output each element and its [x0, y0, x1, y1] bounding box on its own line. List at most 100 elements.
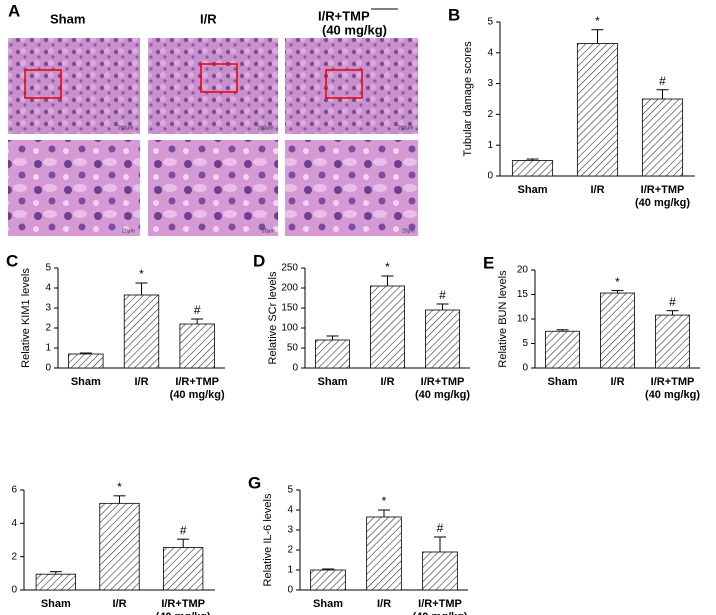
y-tick-label: 150	[281, 303, 298, 314]
error-bar	[326, 335, 339, 340]
y-tick-label: 2	[487, 109, 493, 120]
bar-chart: FRelative TNF-α levels0246Sham*I/R#I/R+T…	[11, 480, 215, 615]
bar	[123, 294, 160, 369]
significance-marker: *	[615, 275, 620, 289]
y-tick-label: 0	[11, 585, 17, 596]
y-tick-label: 2	[11, 551, 17, 562]
bar	[163, 547, 204, 591]
column-header: I/R+TMP	[318, 8, 370, 23]
y-tick-label: 3	[487, 78, 493, 89]
significance-marker: #	[437, 521, 444, 535]
x-tick-label: Sham	[518, 184, 548, 196]
scale-label: 20μm	[262, 228, 275, 234]
error-bar	[556, 329, 569, 332]
scale-label: 20μm	[402, 228, 415, 234]
x-tick-label: I/R	[134, 376, 148, 388]
significance-marker: #	[659, 74, 666, 88]
scale-label: 200μm	[118, 125, 133, 131]
bar	[641, 98, 684, 177]
error-bar	[113, 495, 126, 504]
x-tick-label: I/R+TMP(40 mg/kg)	[645, 376, 700, 401]
y-tick-label: 100	[281, 323, 298, 334]
y-tick-label: 4	[45, 283, 51, 294]
error-bar	[378, 509, 390, 517]
panel-label: E	[483, 253, 494, 272]
x-tick-label: Sham	[548, 376, 578, 388]
significance-marker: #	[194, 303, 201, 317]
bar	[425, 309, 460, 369]
error-bar	[191, 318, 204, 324]
error-bar	[526, 158, 539, 161]
x-tick-label: I/R+TMP(40 mg/kg)	[156, 598, 211, 615]
x-tick-label: I/R+TMP(40 mg/kg)	[412, 598, 467, 615]
panel-label: D	[253, 251, 265, 270]
micrograph	[285, 38, 418, 134]
error-bar	[436, 303, 449, 310]
y-axis-label: Relative KIM1 levels	[20, 268, 32, 368]
x-tick-label: I/R	[112, 598, 126, 610]
error-bar	[656, 89, 669, 99]
bar	[370, 285, 405, 369]
y-tick-label: 5	[45, 263, 51, 274]
scale-label: 20μm	[122, 228, 135, 234]
error-bar	[322, 568, 334, 570]
scale-label: 200μm	[258, 125, 273, 131]
y-tick-label: 5	[487, 17, 493, 28]
error-bar	[434, 536, 446, 552]
bar	[422, 551, 458, 591]
y-tick-label: 200	[281, 283, 298, 294]
x-tick-label: Sham	[313, 598, 343, 610]
bar	[655, 314, 690, 369]
y-tick-label: 3	[287, 525, 293, 536]
y-tick-label: 4	[11, 518, 17, 529]
error-bar	[135, 282, 148, 295]
zoom-box	[24, 69, 62, 99]
x-tick-label: I/R	[610, 376, 624, 388]
y-tick-label: 1	[487, 140, 493, 151]
y-tick-label: 2	[287, 545, 293, 556]
bar	[576, 43, 619, 177]
significance-marker: *	[595, 14, 600, 28]
y-tick-label: 0	[522, 363, 528, 374]
significance-marker: #	[669, 295, 676, 309]
micrograph	[8, 38, 140, 134]
significance-marker: #	[439, 288, 446, 302]
y-tick-label: 15	[517, 289, 529, 300]
micrograph	[148, 38, 278, 134]
bar	[99, 502, 140, 591]
y-tick-label: 1	[45, 343, 51, 354]
significance-marker: #	[180, 523, 187, 537]
y-tick-label: 0	[292, 363, 298, 374]
bar	[366, 516, 402, 591]
x-tick-label: I/R+TMP(40 mg/kg)	[415, 376, 470, 401]
bar-chart: B Tubular damage scores 0 1 2 3 4 5 Sham * I/R # I/R…	[448, 5, 695, 209]
y-tick-label: 5	[522, 338, 528, 349]
bar	[511, 160, 554, 177]
micrograph	[285, 140, 418, 236]
error-bar	[79, 352, 92, 354]
y-tick-label: 4	[487, 47, 493, 58]
y-tick-label: 2	[45, 323, 51, 334]
bar	[545, 330, 580, 369]
zoom-box	[200, 63, 238, 93]
bar	[35, 573, 76, 591]
y-tick-label: 6	[11, 485, 17, 496]
micrograph	[8, 140, 140, 236]
y-axis-label: Relative IL-6 levels	[262, 493, 274, 586]
significance-marker: *	[117, 480, 122, 494]
y-axis-label: Tubular damage scores	[462, 41, 474, 157]
panel-label: G	[248, 473, 261, 492]
x-tick-label: Sham	[41, 598, 71, 610]
zoom-box	[325, 69, 363, 99]
bar	[315, 339, 350, 369]
dose-label: (40 mg/kg)	[322, 22, 387, 37]
bar	[179, 323, 215, 369]
y-tick-label: 20	[517, 265, 529, 276]
panel-label: B	[448, 5, 460, 24]
x-tick-label: I/R+TMP(40 mg/kg)	[635, 184, 690, 209]
panel-a: A Sham I/R I/R+TMP (40 mg/kg) 200μm 200μ…	[8, 1, 418, 236]
y-tick-label: 10	[517, 314, 529, 325]
